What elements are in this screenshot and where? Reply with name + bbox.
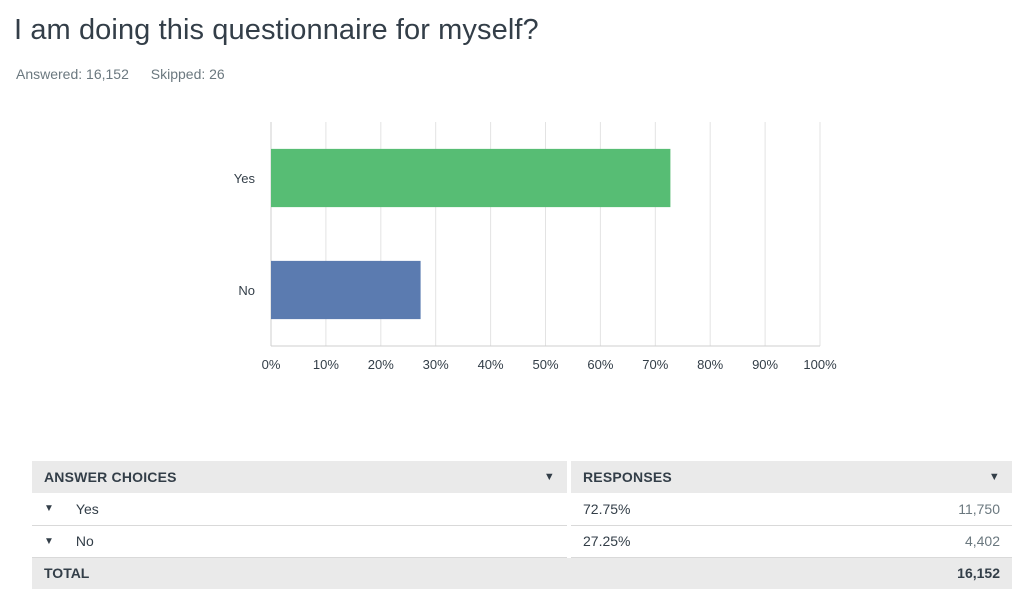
row-choice-cell: ▼ No	[32, 525, 571, 558]
caret-down-icon[interactable]: ▼	[44, 535, 54, 547]
caret-down-icon[interactable]: ▼	[44, 503, 54, 515]
question-title: I am doing this questionnaire for myself…	[14, 14, 539, 46]
x-tick-label: 10%	[313, 357, 339, 372]
bar	[271, 260, 421, 320]
answered-value: 16,152	[86, 66, 129, 82]
total-value: 16,152	[957, 565, 1000, 582]
header-answer-choices-label: ANSWER CHOICES	[44, 469, 177, 485]
row-percent: 27.25%	[583, 533, 631, 549]
x-tick-label: 30%	[423, 357, 449, 372]
table-row: ▼ Yes 72.75% 11,750	[32, 493, 1012, 526]
responses-table: ANSWER CHOICES ▼ RESPONSES ▼ ▼ Yes	[32, 461, 1012, 589]
row-responses-cell: 27.25% 4,402	[569, 525, 1012, 558]
table-row: ▼ No 27.25% 4,402	[32, 525, 1012, 558]
response-bar-chart: 0% 10% 20% 30% 40% 50% 60% 70% 80% 90% 100% Yes No	[234, 122, 837, 372]
answered-stat: Answered: 16,152	[16, 66, 129, 82]
row-count: 11,750	[958, 500, 1000, 517]
y-category-label: No	[238, 283, 255, 298]
skipped-label: Skipped:	[150, 66, 206, 82]
caret-down-icon[interactable]: ▼	[543, 471, 555, 483]
x-tick-label: 50%	[532, 357, 558, 372]
total-label-cell: TOTAL	[32, 557, 571, 589]
total-label: TOTAL	[44, 565, 90, 582]
header-answer-choices[interactable]: ANSWER CHOICES ▼	[32, 461, 571, 493]
skipped-stat: Skipped: 26	[151, 66, 225, 82]
x-tick-label: 40%	[478, 357, 504, 372]
row-percent: 72.75%	[583, 500, 631, 517]
row-choice-label: No	[75, 533, 94, 549]
x-tick-label: 100%	[803, 357, 837, 372]
table-header-row: ANSWER CHOICES ▼ RESPONSES ▼	[32, 461, 1012, 493]
answered-label: Answered:	[16, 66, 83, 82]
x-tick-label: 0%	[262, 357, 281, 372]
skipped-value: 26	[209, 66, 225, 82]
y-category-label: Yes	[234, 171, 256, 186]
total-value-cell: 16,152	[569, 557, 1012, 589]
question-stats: Answered: 16,152 Skipped: 26	[16, 66, 243, 82]
row-choice-label: Yes	[75, 500, 99, 517]
x-tick-label: 70%	[642, 357, 668, 372]
row-responses-cell: 72.75% 11,750	[569, 493, 1012, 526]
x-tick-label: 90%	[752, 357, 778, 372]
x-tick-label: 20%	[368, 357, 394, 372]
x-tick-label: 60%	[587, 357, 613, 372]
bar	[271, 148, 671, 208]
table-total-row: TOTAL 16,152	[32, 557, 1012, 589]
x-tick-label: 80%	[697, 357, 723, 372]
row-count: 4,402	[964, 533, 1000, 549]
caret-down-icon[interactable]: ▼	[988, 471, 1000, 483]
header-responses-label: RESPONSES	[583, 469, 672, 485]
header-responses[interactable]: RESPONSES ▼	[569, 461, 1012, 493]
row-choice-cell: ▼ Yes	[32, 493, 571, 526]
